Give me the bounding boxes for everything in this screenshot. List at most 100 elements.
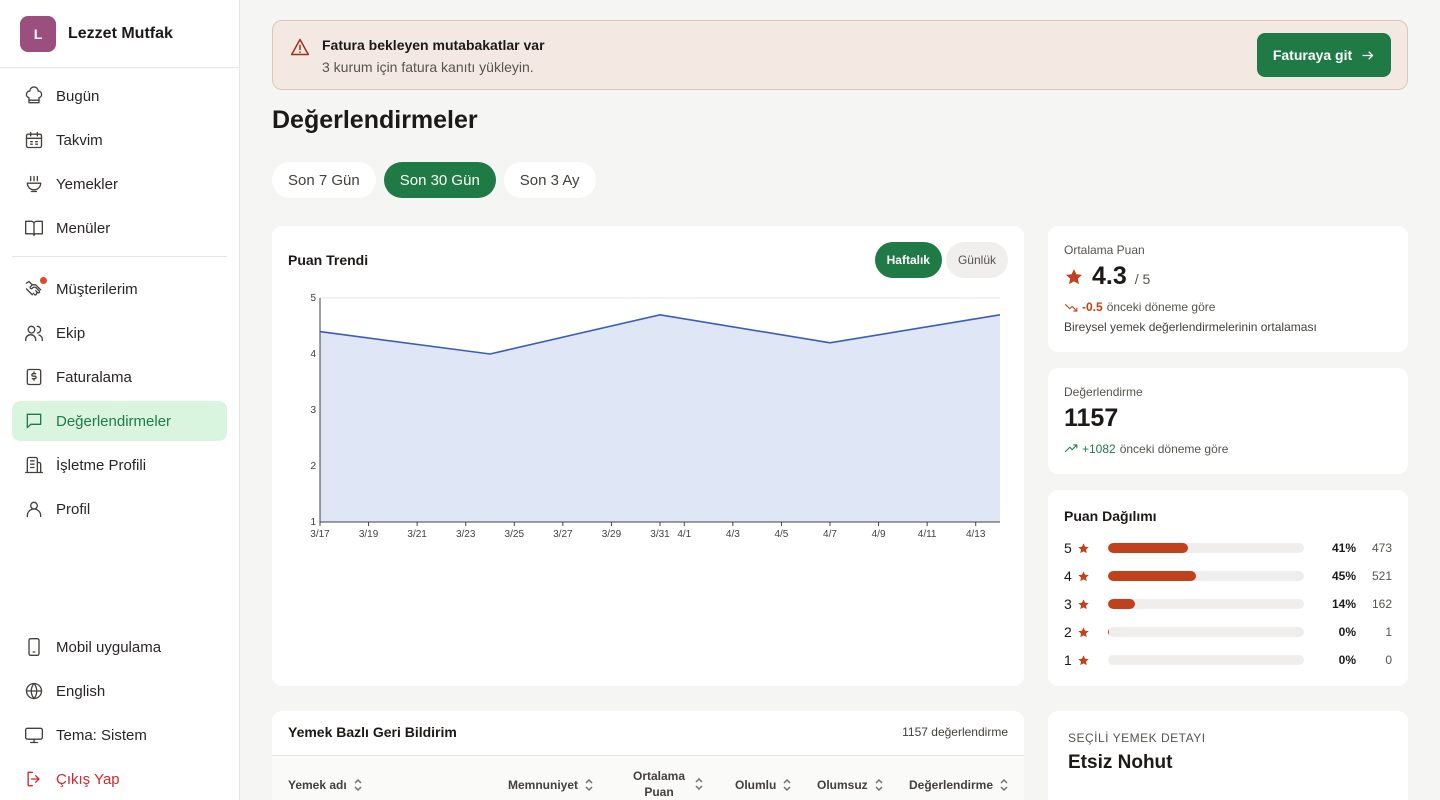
granularity-toggle: Haftalık Günlük — [874, 242, 1008, 278]
nav-item-menuler[interactable]: Menüler — [12, 208, 227, 248]
nav-label: İşletme Profili — [56, 456, 147, 474]
column-label: Ortalama Puan — [632, 769, 686, 799]
period-30-days[interactable]: Son 30 Gün — [383, 162, 496, 198]
selected-dish-card: SEÇİLİ YEMEK DETAYI Etsiz Nohut — [1048, 711, 1408, 800]
nav-item-bugun[interactable]: Bugün — [12, 76, 227, 116]
count-value: 1157 — [1064, 404, 1119, 432]
x-tick-label: 4/11 — [918, 529, 937, 540]
star-level: 4 — [1064, 568, 1072, 584]
distribution-bar-fill — [1108, 599, 1136, 609]
globe-icon — [25, 682, 43, 700]
sort-icon — [585, 779, 593, 791]
y-tick-label: 2 — [310, 461, 316, 472]
star-icon — [1066, 268, 1082, 284]
nav-label: Tema: Sistem — [56, 726, 147, 744]
nav-label: Faturalama — [56, 368, 132, 386]
column-satisfaction[interactable]: Memnuniyet — [508, 778, 594, 792]
nav-item-isletme-profili[interactable]: İşletme Profili — [12, 445, 227, 485]
nav-label: Menüler — [56, 219, 111, 237]
nav-item-profil[interactable]: Profil — [12, 489, 227, 529]
column-positive[interactable]: Olumlu — [735, 778, 792, 792]
nav-item-degerlendirmeler[interactable]: Değerlendirmeler — [12, 401, 227, 441]
nav-label: Değerlendirmeler — [56, 412, 172, 430]
distribution-percent: 0% — [1338, 653, 1356, 667]
nav-label: English — [56, 682, 106, 700]
distribution-percent: 0% — [1338, 625, 1356, 639]
x-tick-label: 3/21 — [407, 529, 427, 540]
nav-item-logout[interactable]: Çıkış Yap — [12, 759, 227, 799]
star-icon — [1078, 598, 1089, 609]
x-tick-label: 3/17 — [310, 529, 330, 540]
review-count-card: Değerlendirme 1157 +1082 önceki döneme g… — [1048, 368, 1408, 474]
y-tick-label: 5 — [310, 293, 316, 304]
column-negative[interactable]: Olumsuz — [817, 778, 884, 792]
sort-icon — [354, 779, 362, 791]
table-header: Yemek adı Memnuniyet Ortalama Puan Oluml… — [272, 755, 1024, 800]
sort-icon — [783, 779, 791, 791]
toggle-weekly[interactable]: Haftalık — [874, 242, 942, 278]
x-tick-label: 4/13 — [966, 529, 986, 540]
nav-item-mobil-uygulama[interactable]: Mobil uygulama — [12, 627, 227, 667]
y-tick-label: 4 — [310, 349, 316, 360]
distribution-row: 2 0% 1 — [1064, 622, 1392, 642]
average-delta: -0.5 önceki döneme göre — [1064, 300, 1215, 314]
distribution-bar — [1108, 571, 1304, 581]
alert-text: 3 kurum için fatura kanıtı yükleyin. — [322, 59, 534, 75]
trending-up-icon — [1064, 444, 1078, 453]
table-count: 1157 değerlendirme — [902, 725, 1008, 739]
column-label: Memnuniyet — [508, 778, 579, 792]
nav-label: Mobil uygulama — [56, 638, 162, 656]
nav-item-language[interactable]: English — [12, 671, 227, 711]
distribution-percent: 45% — [1331, 569, 1356, 583]
column-label: Değerlendirme — [909, 778, 994, 792]
x-tick-label: 3/31 — [650, 529, 670, 540]
column-average-rating[interactable]: Ortalama Puan — [630, 768, 704, 800]
star-level: 3 — [1064, 596, 1072, 612]
chef-hat-icon — [25, 86, 43, 104]
x-tick-label: 3/27 — [553, 529, 573, 540]
distribution-title: Puan Dağılımı — [1064, 508, 1157, 524]
nav-item-ekip[interactable]: Ekip — [12, 313, 227, 353]
nav-item-musterilerim[interactable]: Müşterilerim — [12, 269, 227, 309]
star-level: 1 — [1064, 652, 1072, 668]
average-subtitle: Bireysel yemek değerlendirmelerinin orta… — [1064, 320, 1317, 334]
distribution-row: 5 41% 473 — [1064, 538, 1392, 558]
smartphone-icon — [28, 638, 40, 656]
column-label: Olumsuz — [817, 778, 868, 792]
brand[interactable]: L Lezzet Mutfak — [0, 0, 239, 68]
nav-item-takvim[interactable]: Takvim — [12, 120, 227, 160]
x-tick-label: 4/5 — [774, 529, 788, 540]
distribution-percent: 41% — [1331, 541, 1356, 555]
distribution-count: 0 — [1385, 653, 1392, 667]
alert-button-label: Faturaya git — [1272, 47, 1353, 63]
nav-label: Ekip — [56, 324, 86, 342]
x-tick-label: 4/3 — [726, 529, 740, 540]
building-icon — [25, 456, 43, 474]
column-dish-name[interactable]: Yemek adı — [288, 778, 363, 792]
nav-item-theme[interactable]: Tema: Sistem — [12, 715, 227, 755]
nav-label: Profil — [56, 500, 91, 518]
column-review-count[interactable]: Değerlendirme — [909, 778, 1009, 792]
average-delta-value: -0.5 — [1082, 300, 1103, 314]
detail-label: SEÇİLİ YEMEK DETAYI — [1068, 731, 1206, 745]
distribution-count: 521 — [1371, 569, 1392, 583]
calendar-icon — [25, 131, 43, 149]
toggle-daily[interactable]: Günlük — [945, 242, 1008, 278]
period-3-months[interactable]: Son 3 Ay — [503, 162, 596, 198]
nav-item-faturalama[interactable]: Faturalama — [12, 357, 227, 397]
star-icon — [1078, 542, 1089, 553]
sort-icon — [1000, 779, 1008, 791]
message-icon — [26, 413, 42, 429]
nav-item-yemekler[interactable]: Yemekler — [12, 164, 227, 204]
alert-title: Fatura bekleyen mutabakatlar var — [322, 37, 545, 53]
sort-icon — [695, 778, 703, 790]
distribution-row: 3 14% 162 — [1064, 594, 1392, 614]
arrow-right-icon — [1362, 50, 1374, 60]
period-7-days[interactable]: Son 7 Gün — [272, 162, 376, 198]
table-title: Yemek Bazlı Geri Bildirim — [288, 724, 457, 740]
main-content: Fatura bekleyen mutabakatlar var 3 kurum… — [240, 0, 1440, 800]
x-tick-label: 4/7 — [823, 529, 837, 540]
x-tick-label: 3/23 — [456, 529, 476, 540]
column-label: Olumlu — [735, 778, 777, 792]
go-to-invoice-button[interactable]: Faturaya git — [1257, 33, 1391, 77]
